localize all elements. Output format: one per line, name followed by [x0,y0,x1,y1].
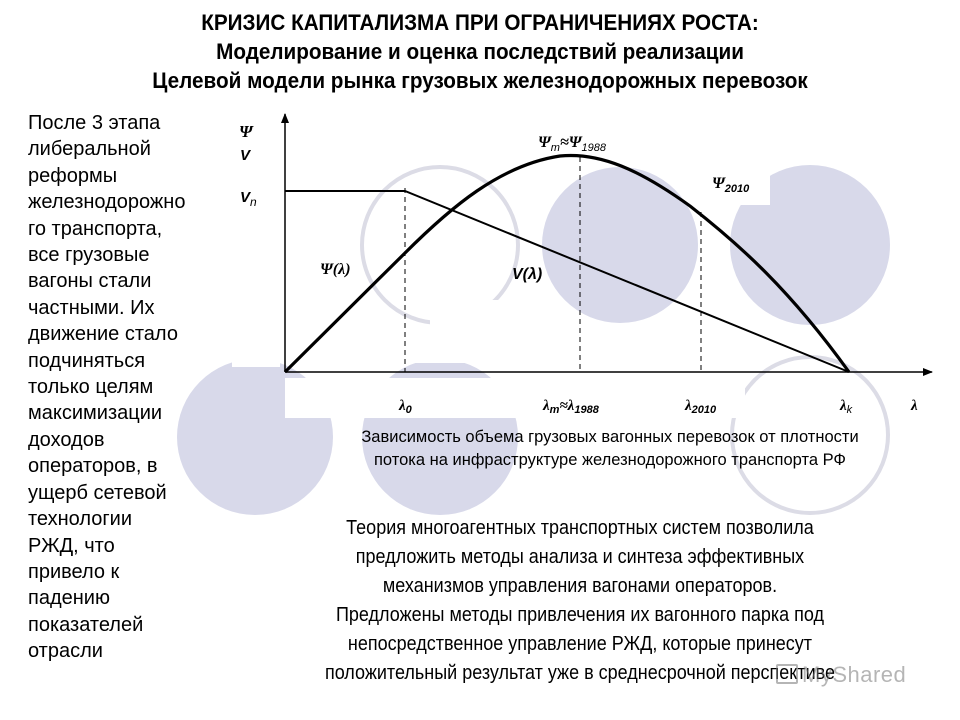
body-line-3: механизмов управления вагонами операторо… [382,575,778,597]
x-tick-lambda0: λ0 [398,398,413,416]
watermark-text: MyShared [802,662,907,687]
body-line-6: положительный результат уже в среднесроч… [324,662,836,684]
chart-caption: Зависимость объема грузовых вагонных пер… [270,426,950,471]
left-panel-text: После 3 этапа либеральной реформы железн… [28,112,186,663]
title-line-1: КРИЗИС КАПИТАЛИЗМА ПРИ ОГРАНИЧЕНИЯХ РОСТ… [201,10,759,35]
x-tick-lambdak: λk [839,398,853,416]
y-tick-vn: Vn [240,189,257,209]
psi-curve [283,153,851,374]
psi-curve-label: Ψ(λ) [320,261,351,278]
x-axis-label: λ [910,398,918,414]
presentation-board-icon [776,664,798,684]
y-axis-label-v: V [240,147,252,164]
v-curve [285,190,850,373]
x-tick-lambda2010: λ2010 [684,398,717,416]
peak-label: Ψm≈Ψ1988 [538,134,607,154]
conclusion-text: Теория многоагентных транспортных систем… [265,514,895,688]
body-line-5: непосредственное управление РЖД, которые… [347,633,813,655]
psi2010-label: Ψ2010 [712,175,750,195]
page-title: КРИЗИС КАПИТАЛИЗМА ПРИ ОГРАНИЧЕНИЯХ РОСТ… [38,8,921,95]
title-line-3: Целевой модели рынка грузовых железнодор… [152,68,808,93]
body-line-2: предложить методы анализа и синтеза эффе… [355,546,805,568]
v-curve-label: V(λ) [512,266,542,283]
caption-line-2: потока на инфраструктуре железнодорожног… [374,450,846,469]
body-line-1: Теория многоагентных транспортных систем… [346,517,814,539]
y-axis-label-psi: Ψ [239,122,254,141]
x-tick-lambdam-1988: λm≈λ1988 [542,398,600,416]
caption-line-1: Зависимость объема грузовых вагонных пер… [361,428,859,446]
decor-circle [542,167,698,323]
watermark: MyShared [776,662,906,688]
title-line-2: Моделирование и оценка последствий реали… [216,39,744,64]
body-line-4: Предложены методы привлечения их вагонно… [335,604,824,626]
